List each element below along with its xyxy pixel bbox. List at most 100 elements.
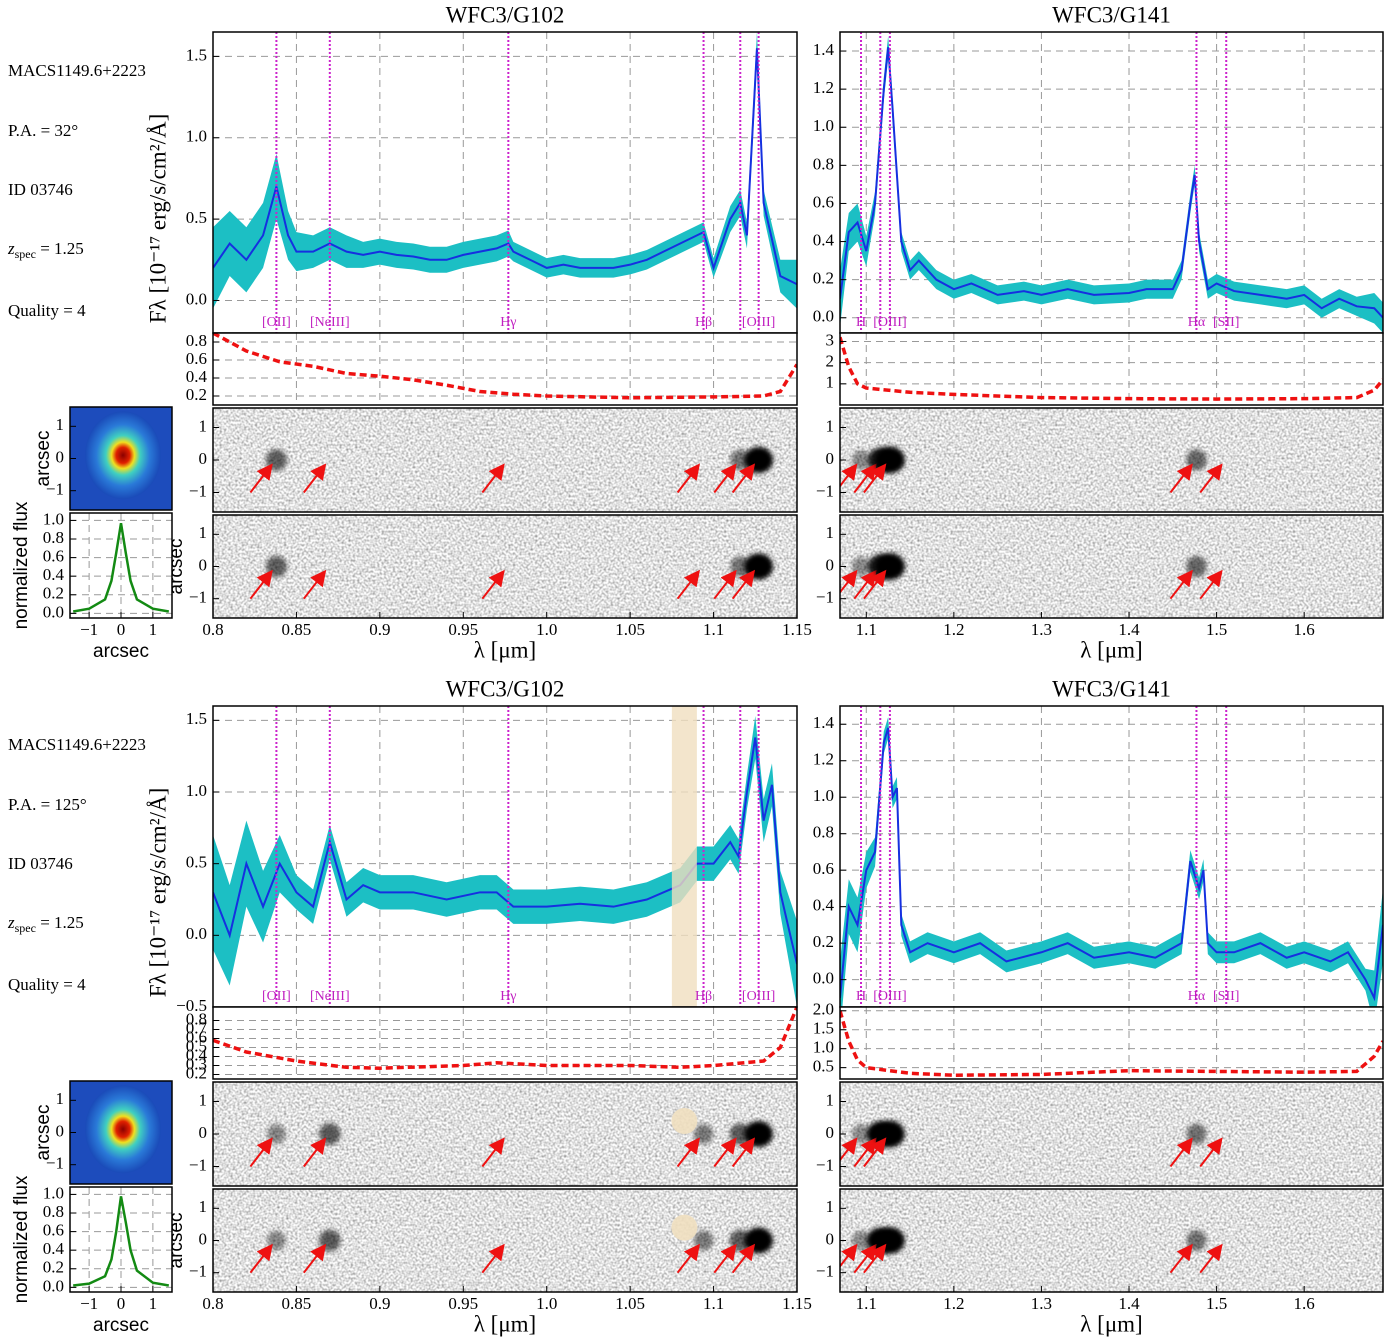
emission-blob [744, 1227, 773, 1254]
y-tick-label: −1 [816, 481, 834, 500]
y-tick-label: 0.4 [186, 367, 208, 386]
x-tick-label: 1.6 [1294, 1294, 1315, 1313]
y-axis-label: arcsec [33, 1105, 54, 1161]
emission-line-label: H [856, 989, 866, 1004]
masked-region [671, 1108, 698, 1134]
emission-blob [875, 1120, 905, 1148]
x-tick-label: 1.15 [782, 1294, 812, 1313]
plot-area [840, 515, 1383, 618]
x-tick-label: 1.3 [1031, 620, 1052, 639]
line-arrow [1199, 569, 1223, 600]
emission-line-label: Hγ [500, 315, 516, 330]
y-tick-label: 0.8 [186, 331, 207, 350]
x-tick-label: 1.1 [703, 620, 724, 639]
emission-line-label: [OIII] [873, 989, 906, 1004]
axes-frame [212, 1006, 798, 1080]
flux-line [840, 47, 1383, 319]
y-tick-label: 0 [826, 555, 835, 574]
y-axis-label: normalized flux [11, 501, 32, 629]
panel-spectrum: [OII] [NeIII] Hγ Hβ [OIII] −0.5 0.0 0.5 1.0 1.5 WF… [145, 676, 798, 1015]
plot-area [213, 333, 797, 405]
y-tick-label: 1.4 [813, 713, 835, 732]
y-tick-label: 1 [199, 1197, 208, 1216]
panel-spectrum: H [OIII] Hα [SII] 0.0 0.2 0.4 0.6 0.8 1.0 1.2 1.4 WF… [813, 2, 1384, 334]
redshift-symbol: z [7, 239, 15, 258]
y-tick-label: 1.5 [186, 45, 207, 64]
x-tick-label: 0.85 [282, 620, 312, 639]
y-tick-label: 1.4 [813, 40, 835, 59]
y-tick-label: 0.8 [43, 1202, 64, 1221]
x-tick-label: −1 [80, 620, 98, 639]
emission-blob [744, 553, 774, 580]
y-tick-label: −1 [816, 588, 834, 607]
emission-line-label: [NeIII] [310, 989, 350, 1004]
emission-line-label: [NeIII] [310, 315, 350, 330]
plot-area [840, 32, 1383, 333]
y-tick-label: 0.5 [186, 853, 207, 872]
y-tick-label: 0 [826, 449, 835, 468]
line-arrow [676, 1243, 701, 1274]
line-arrow [1169, 1243, 1193, 1274]
panel-contam: 0.20.40.60.8 [186, 331, 798, 406]
y-tick-label: 0.6 [43, 1221, 64, 1240]
panel-image2d: −1 0 1 1.1 1.2 1.3 1.4 1.5 1.6 λ [μm] [816, 514, 1384, 662]
y-tick-label: −1 [46, 1154, 64, 1173]
x-tick-label: 1.3 [1031, 1294, 1052, 1313]
contamination-line [213, 1007, 797, 1070]
panel-image2d: −1 0 1 [189, 1081, 798, 1187]
y-tick-label: 1.0 [43, 509, 64, 528]
y-tick-label: −0.5 [176, 996, 207, 1015]
redshift: zspec = 1.25 [7, 913, 84, 935]
y-tick-label: 0.2 [43, 1258, 64, 1277]
y-tick-label: 0 [826, 1123, 835, 1142]
x-tick-label: 1.4 [1118, 620, 1140, 639]
y-tick-label: 0 [199, 1229, 208, 1248]
y-tick-label: 1.5 [813, 1019, 834, 1038]
y-tick-label: 0.0 [813, 307, 834, 326]
y-tick-label: −1 [189, 1262, 207, 1281]
redshift-value: = 1.25 [36, 239, 84, 258]
x-tick-label: 0.8 [202, 620, 223, 639]
y-tick-label: 0 [826, 1229, 835, 1248]
y-tick-label: 1.5 [186, 709, 207, 728]
x-tick-label: 0.9 [369, 1294, 390, 1313]
galaxy-image [85, 411, 161, 500]
line-arrow [840, 1137, 858, 1162]
x-tick-label: 1.05 [615, 620, 645, 639]
line-arrow [840, 569, 858, 594]
x-axis-label: λ [μm] [474, 637, 536, 662]
y-tick-label: 2.0 [813, 1000, 834, 1019]
contamination-line [840, 336, 1383, 401]
x-tick-label: 0.8 [202, 1294, 223, 1313]
x-tick-label: 1.05 [615, 1294, 645, 1313]
line-arrow [731, 463, 756, 494]
line-arrow [1199, 1243, 1223, 1274]
y-axis-label: arcsec [33, 431, 54, 487]
line-arrow [713, 463, 737, 494]
plot-background [213, 1007, 797, 1079]
panel-spectrum: [OII] [NeIII] Hγ Hβ [OIII] 0.0 0.5 1.0 1.5 WFC3/G… [145, 2, 798, 334]
emission-line-label: [SII] [1213, 989, 1239, 1004]
x-axis-label: arcsec [93, 641, 149, 662]
x-tick-label: 1 [149, 620, 158, 639]
x-tick-label: 0 [117, 1294, 126, 1313]
panel-contam: 1 2 3 [826, 330, 1384, 406]
panel-image2d: −1 0 1 1.1 1.2 1.3 1.4 1.5 1.6 λ [μm] [816, 1188, 1384, 1336]
redshift: zspec = 1.25 [7, 239, 84, 261]
x-tick-label: 1.1 [856, 620, 877, 639]
x-tick-label: 0.9 [369, 620, 390, 639]
line-arrow [481, 1243, 505, 1274]
galaxy-image [85, 1085, 161, 1174]
line-arrow [303, 1243, 327, 1274]
line-arrow [713, 569, 737, 600]
redshift-symbol: z [7, 913, 15, 932]
line-arrow [713, 1137, 737, 1168]
line-arrow [676, 463, 700, 494]
flux-line [213, 48, 797, 286]
line-arrow [303, 463, 327, 494]
